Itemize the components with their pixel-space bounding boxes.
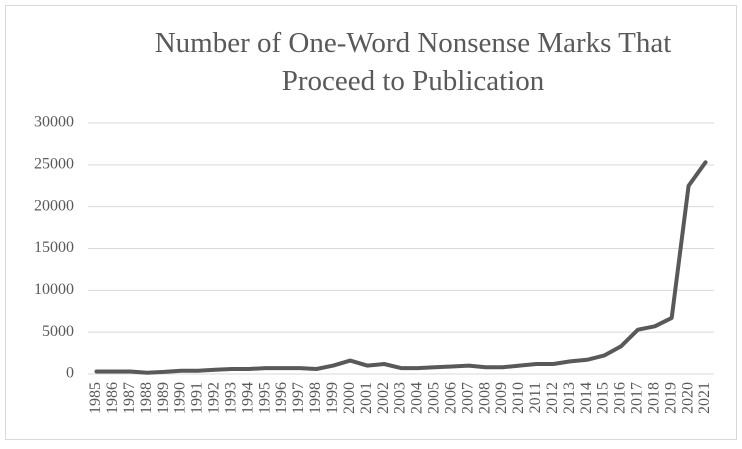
x-tick-label: 2002 <box>375 382 392 414</box>
x-tick-label: 1992 <box>206 382 223 414</box>
x-tick-label: 2003 <box>392 382 409 414</box>
x-tick-label: 1997 <box>290 382 307 414</box>
x-tick-label: 2021 <box>696 382 713 414</box>
x-tick-label: 2007 <box>459 382 476 414</box>
x-tick-label: 2001 <box>358 382 375 414</box>
y-tick-label: 30000 <box>34 114 74 131</box>
x-tick-label: 2004 <box>409 382 426 414</box>
x-tick-label: 1986 <box>104 382 121 414</box>
x-tick-label: 1990 <box>172 382 189 414</box>
x-tick-label: 2000 <box>341 382 358 414</box>
x-tick-label: 2015 <box>595 382 612 414</box>
x-tick-label: 2008 <box>476 382 493 414</box>
x-tick-label: 2020 <box>679 382 696 414</box>
x-tick-label: 1993 <box>222 382 239 414</box>
x-tick-label: 2017 <box>629 382 646 414</box>
x-tick-label: 2014 <box>578 382 595 414</box>
y-tick-label: 20000 <box>34 197 74 214</box>
x-tick-label: 2005 <box>426 382 443 414</box>
y-tick-label: 0 <box>66 365 74 382</box>
x-tick-label: 1998 <box>307 382 324 414</box>
x-tick-label: 1994 <box>239 382 256 414</box>
x-tick-label: 1996 <box>273 382 290 414</box>
x-tick-label: 1987 <box>121 382 138 414</box>
chart-title: Number of One-Word Nonsense Marks That P… <box>154 27 672 97</box>
x-tick-label: 2018 <box>645 382 662 414</box>
x-tick-label: 2012 <box>544 382 561 414</box>
x-tick-label: 2010 <box>510 382 527 414</box>
x-tick-label: 1999 <box>324 382 341 414</box>
y-tick-label: 25000 <box>34 156 74 173</box>
x-tick-label: 2016 <box>612 382 629 414</box>
x-tick-label: 2009 <box>493 382 510 414</box>
x-tick-label: 2011 <box>527 382 544 413</box>
x-tick-label: 2013 <box>561 382 578 414</box>
x-tick-label: 1995 <box>256 382 273 414</box>
x-tick-label: 1991 <box>189 382 206 414</box>
x-tick-label: 1988 <box>138 382 155 414</box>
x-tick-label: 1989 <box>155 382 172 414</box>
x-tick-label: 1985 <box>87 382 104 414</box>
y-tick-label: 5000 <box>42 323 74 340</box>
x-tick-label: 2019 <box>662 382 679 414</box>
y-tick-label: 15000 <box>34 239 74 256</box>
y-tick-label: 10000 <box>34 281 74 298</box>
data-line <box>94 160 708 375</box>
x-tick-label: 2006 <box>442 382 459 414</box>
